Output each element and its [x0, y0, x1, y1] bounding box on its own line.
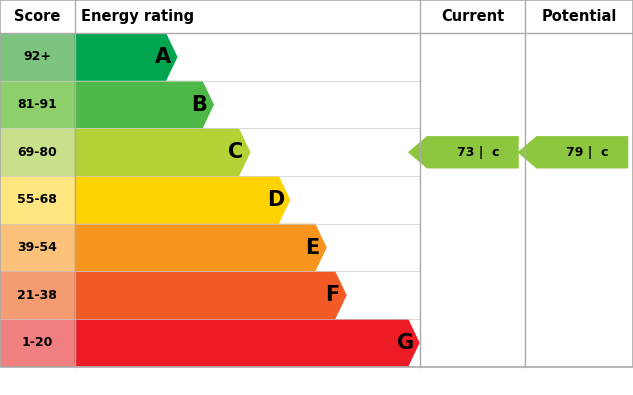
Polygon shape	[408, 136, 519, 169]
Text: 1-20: 1-20	[22, 336, 53, 349]
Text: 81-91: 81-91	[18, 98, 57, 111]
Text: 39-54: 39-54	[18, 241, 57, 254]
Polygon shape	[75, 319, 420, 367]
Text: E: E	[305, 237, 320, 258]
Text: C: C	[229, 142, 244, 162]
Text: B: B	[192, 95, 208, 115]
Text: F: F	[325, 285, 339, 305]
Bar	[0, 271, 75, 319]
Bar	[0, 319, 75, 367]
Bar	[0, 176, 75, 224]
Bar	[0, 224, 75, 271]
Text: Energy rating: Energy rating	[81, 9, 194, 24]
Text: 92+: 92+	[23, 51, 51, 64]
Polygon shape	[75, 176, 291, 224]
Text: Current: Current	[441, 9, 504, 24]
Text: 73 |  c: 73 | c	[456, 146, 499, 159]
Text: D: D	[267, 190, 284, 210]
Text: 69-80: 69-80	[18, 146, 57, 159]
Bar	[0, 33, 75, 81]
Text: 55-68: 55-68	[18, 194, 57, 207]
Polygon shape	[75, 224, 327, 271]
Polygon shape	[75, 271, 347, 319]
Text: G: G	[396, 333, 414, 353]
Polygon shape	[517, 136, 628, 169]
Text: 21-38: 21-38	[18, 289, 57, 302]
Polygon shape	[75, 81, 214, 128]
Bar	[0, 128, 75, 176]
Text: 79 |  c: 79 | c	[566, 146, 609, 159]
Text: Score: Score	[14, 9, 61, 24]
Bar	[0, 81, 75, 128]
Text: A: A	[155, 47, 171, 67]
Polygon shape	[75, 33, 177, 81]
Text: Potential: Potential	[541, 9, 617, 24]
Polygon shape	[75, 128, 251, 176]
